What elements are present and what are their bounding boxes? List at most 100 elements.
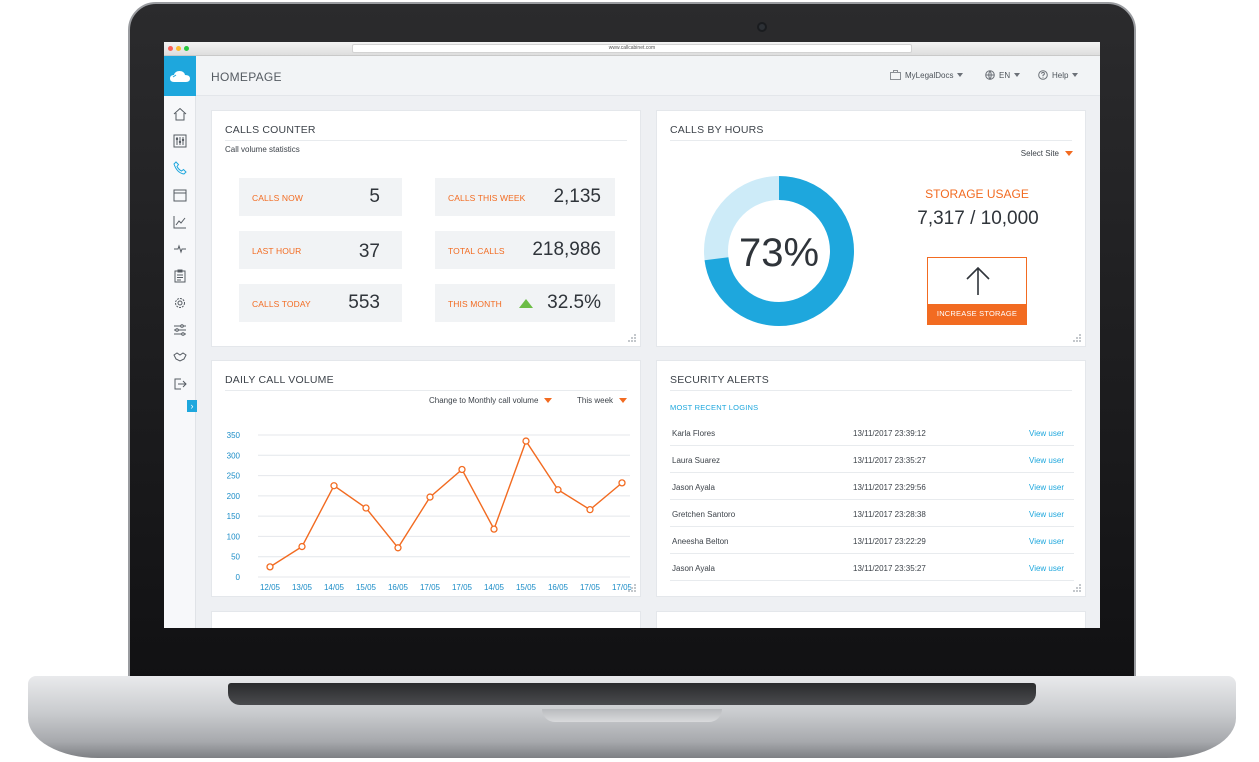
- data-point[interactable]: [618, 479, 626, 487]
- x-tick-label: 14/05: [324, 583, 345, 592]
- data-point[interactable]: [362, 504, 370, 512]
- data-point[interactable]: [266, 563, 274, 571]
- divider: [670, 140, 1072, 141]
- maximize-window-button[interactable]: [184, 46, 189, 51]
- chevron-down-icon: [957, 73, 964, 77]
- card-title: CALLS COUNTER: [225, 124, 316, 136]
- lower-card-right: [656, 611, 1086, 628]
- x-tick-label: 14/05: [484, 583, 505, 592]
- table-row: Karla Flores 13/11/2017 23:39:12 View user: [670, 419, 1074, 446]
- change-period-dropdown[interactable]: Change to Monthly call volume: [429, 396, 553, 405]
- y-tick-label: 50: [231, 553, 240, 562]
- lid-notch: [542, 709, 722, 722]
- user-name: Aneesha Belton: [672, 537, 729, 546]
- gear-icon[interactable]: [172, 295, 188, 311]
- chevron-down-icon: [619, 398, 628, 403]
- resize-handle-icon[interactable]: [627, 333, 637, 343]
- address-bar[interactable]: www.callcabinet.com: [352, 44, 912, 53]
- logout-icon[interactable]: [172, 376, 188, 392]
- donut-used-arc: [704, 176, 854, 326]
- view-user-link[interactable]: View user: [1029, 537, 1064, 546]
- data-point[interactable]: [586, 506, 594, 514]
- phone-icon[interactable]: [172, 160, 188, 176]
- stat-calls-now: CALLS NOW 5: [239, 178, 402, 216]
- resize-handle-icon[interactable]: [627, 583, 637, 593]
- data-point[interactable]: [522, 437, 530, 445]
- user-name: Jason Ayala: [672, 483, 715, 492]
- select-site-dropdown[interactable]: Select Site: [1021, 149, 1073, 158]
- divider: [670, 390, 1072, 391]
- logo[interactable]: [164, 56, 196, 96]
- home-icon[interactable]: [172, 106, 188, 122]
- table-row: Gretchen Santoro 13/11/2017 23:28:38 View …: [670, 500, 1074, 527]
- screen: www.callcabinet.com: [164, 42, 1100, 628]
- stat-this-month: THIS MONTH 32.5%: [435, 284, 615, 322]
- most-recent-logins-label: MOST RECENT LOGINS: [670, 403, 759, 412]
- data-point[interactable]: [458, 465, 466, 474]
- table-row: Laura Suarez 13/11/2017 23:35:27 View user: [670, 446, 1074, 473]
- increase-storage-button[interactable]: INCREASE STORAGE: [927, 257, 1027, 325]
- stat-label: CALLS TODAY: [252, 299, 311, 309]
- login-time: 13/11/2017 23:29:56: [853, 483, 926, 492]
- camera: [757, 22, 767, 32]
- chevron-down-icon: [544, 398, 553, 403]
- pulse-icon[interactable]: [172, 241, 188, 257]
- table-row: Aneesha Belton 13/11/2017 23:22:29 View us…: [670, 527, 1074, 554]
- chart-icon[interactable]: [172, 214, 188, 230]
- dropdown-label: This week: [577, 396, 614, 405]
- data-point[interactable]: [298, 542, 306, 551]
- user-name: Laura Suarez: [672, 456, 721, 465]
- data-point[interactable]: [426, 493, 434, 501]
- divider: [225, 140, 627, 141]
- clipboard-icon[interactable]: [172, 268, 188, 284]
- stat-label: THIS MONTH: [448, 299, 502, 309]
- resize-handle-icon[interactable]: [1072, 583, 1082, 593]
- view-user-link[interactable]: View user: [1029, 564, 1064, 573]
- calendar-icon[interactable]: [172, 187, 188, 203]
- data-point[interactable]: [554, 486, 562, 494]
- handshake-icon[interactable]: [172, 349, 188, 365]
- keyboard-hinge: [228, 683, 1036, 705]
- view-user-link[interactable]: View user: [1029, 456, 1064, 465]
- calls-counter-card: CALLS COUNTER Call volume statistics CAL…: [211, 110, 641, 347]
- window-controls: [168, 46, 189, 51]
- view-user-link[interactable]: View user: [1029, 510, 1064, 519]
- help-menu[interactable]: Help: [1038, 70, 1079, 80]
- sliders-icon[interactable]: [172, 322, 188, 338]
- this-week-dropdown[interactable]: This week: [577, 396, 628, 405]
- switchboard-icon[interactable]: [172, 133, 188, 149]
- y-tick-label: 250: [227, 472, 241, 481]
- view-user-link[interactable]: View user: [1029, 429, 1064, 438]
- login-time: 13/11/2017 23:28:38: [853, 510, 926, 519]
- data-point[interactable]: [490, 525, 498, 533]
- account-menu[interactable]: MyLegalDocs: [890, 70, 964, 80]
- login-time: 13/11/2017 23:39:12: [853, 429, 926, 438]
- dropdown-label: Change to Monthly call volume: [429, 396, 539, 405]
- page-title: HOMEPAGE: [211, 70, 282, 84]
- close-window-button[interactable]: [168, 46, 173, 51]
- stat-value: 2,135: [553, 186, 601, 207]
- expand-sidebar-button[interactable]: ›: [187, 400, 197, 412]
- stat-label: CALLS NOW: [252, 193, 303, 203]
- laptop-base: [28, 676, 1236, 758]
- chevron-down-icon: [1072, 73, 1079, 77]
- data-point[interactable]: [394, 544, 402, 552]
- stat-value: 218,986: [532, 239, 601, 260]
- x-tick-label: 15/05: [356, 583, 377, 592]
- lower-card-left: [211, 611, 641, 628]
- minimize-window-button[interactable]: [176, 46, 181, 51]
- view-user-link[interactable]: View user: [1029, 483, 1064, 492]
- x-tick-label: 16/05: [548, 583, 569, 592]
- stat-label: TOTAL CALLS: [448, 246, 505, 256]
- data-point[interactable]: [330, 482, 338, 490]
- chevron-down-icon: [1014, 73, 1021, 77]
- daily-call-volume-chart: 0 50 100 150 200 250 300 350 12/05 13/05 14/05 15/0…: [227, 431, 633, 592]
- language-label: EN: [999, 70, 1011, 80]
- card-subtitle: Call volume statistics: [225, 145, 300, 154]
- language-menu[interactable]: EN: [985, 70, 1021, 80]
- stat-calls-today: CALLS TODAY 553: [239, 284, 402, 322]
- series-line: [269, 439, 623, 568]
- card-title: SECURITY ALERTS: [670, 374, 769, 386]
- divider: [225, 390, 627, 391]
- resize-handle-icon[interactable]: [1072, 333, 1082, 343]
